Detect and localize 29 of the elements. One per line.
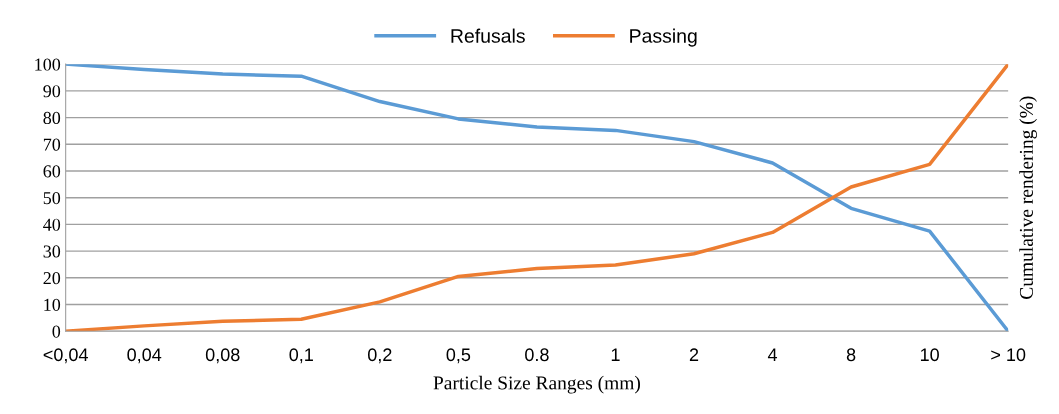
- x-tick-label: 0,1: [289, 348, 313, 364]
- y-tick-label: 70: [43, 138, 61, 151]
- x-tick-label: 2: [689, 348, 699, 361]
- y-tick-label: 50: [43, 191, 61, 205]
- y-tick-label: 30: [43, 245, 61, 258]
- y-tick-label: 40: [43, 218, 61, 231]
- x-tick-label: 10: [920, 348, 939, 362]
- x-tick-label: <0,04: [43, 348, 88, 364]
- x-tick-label: > 10: [991, 348, 1026, 362]
- y-axis-title: Cumulative rendering (%): [1019, 96, 1037, 299]
- x-tick-label: 0,08: [205, 348, 240, 364]
- y-tick-label: 20: [43, 272, 61, 285]
- y-tick-label: 80: [43, 111, 61, 125]
- x-tick-label: 0,5: [446, 348, 471, 364]
- y-tick-label: 90: [43, 85, 61, 98]
- x-tick-label: 1: [611, 348, 620, 361]
- x-tick-label: 0,04: [127, 348, 162, 364]
- y-tick-label: 0: [52, 325, 61, 338]
- line-series: [65, 64, 1009, 332]
- x-axis-title: Particle Size Ranges (mm): [433, 375, 640, 394]
- x-tick-label: 8: [846, 348, 856, 362]
- x-tick-label: 0,2: [367, 348, 392, 364]
- x-tick-label: 0.8: [525, 348, 549, 362]
- y-tick-label: 60: [43, 165, 61, 178]
- x-tick-label: 4: [767, 348, 778, 361]
- y-tick-label: 10: [44, 298, 61, 311]
- y-tick-label: 100: [35, 58, 61, 71]
- legend-label: Refusals: [451, 28, 525, 43]
- legend-label: Passing: [630, 28, 697, 47]
